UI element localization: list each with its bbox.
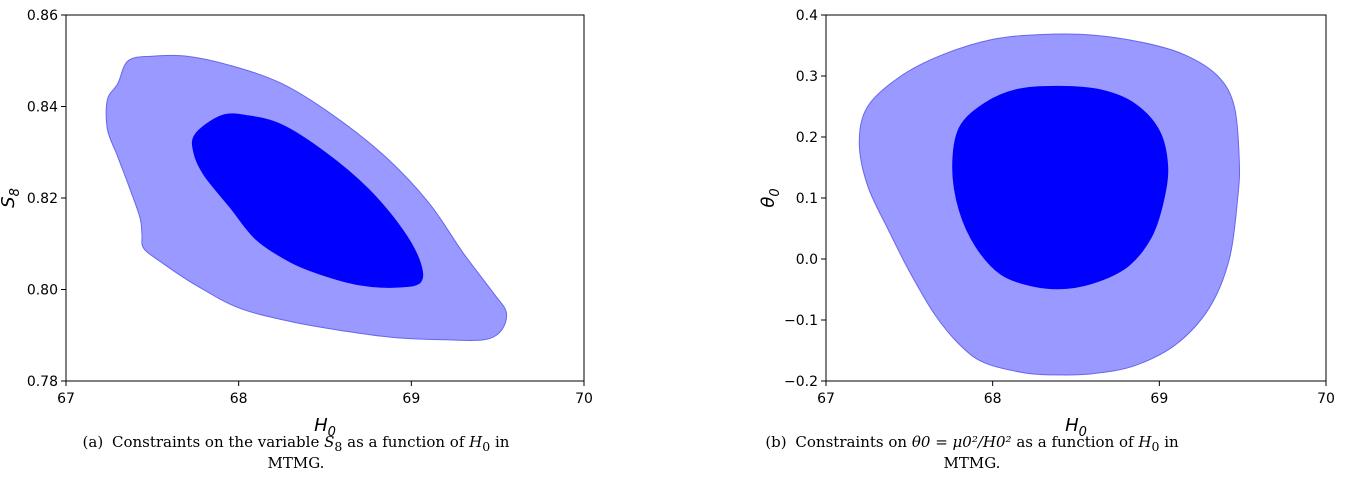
caption-text: as a function of	[1016, 433, 1134, 451]
chart-b: 67 68 69 70 −0.2 −0.1 0.0 0.1 0.2 0.3 0.4 H0 θ0	[758, 8, 1335, 440]
y-tick-label: 0.80	[27, 283, 58, 299]
axes-b: 67 68 69 70 −0.2 −0.1 0.0 0.1 0.2 0.3 0.4 H0 θ0	[758, 8, 1335, 440]
caption-text: MTMG.	[267, 454, 325, 472]
y-axis-label: S8	[0, 188, 23, 208]
caption-symbol-sub: 8	[334, 439, 343, 454]
x-axis-label: H0	[314, 415, 336, 440]
y-tick-label: 0.1	[796, 191, 818, 207]
x-tick-label: 67	[57, 391, 75, 407]
x-tick-label: 70	[575, 391, 593, 407]
x-tick-label: 68	[984, 391, 1002, 407]
y-tick-label: −0.2	[784, 374, 818, 390]
caption-text: Constraints on the variable	[111, 433, 320, 451]
y-axis-label: θ0	[758, 188, 783, 207]
caption-text: as a function of	[347, 433, 465, 451]
x-axis-label: H0	[1065, 415, 1087, 440]
caption-symbol-sub: 0	[482, 439, 491, 454]
y-tick-label: 0.0	[796, 252, 818, 268]
caption-text: in	[1164, 433, 1179, 451]
caption-b: (b) Constraints on θ0 = μ0²/H0² as a fun…	[752, 434, 1192, 472]
y-tick-label: 0.86	[27, 8, 58, 24]
caption-text: Constraints on	[795, 433, 908, 451]
plot-area-a	[105, 54, 508, 342]
y-tick-label: 0.82	[27, 191, 58, 207]
x-tick-label: 67	[817, 391, 835, 407]
axes-a: 67 68 69 70 0.78 0.80 0.82 0.84 0.86 H0 S8	[0, 8, 593, 440]
x-tick-label: 69	[1150, 391, 1168, 407]
chart-a: 67 68 69 70 0.78 0.80 0.82 0.84 0.86 H0 S8	[0, 8, 593, 440]
caption-a: (a) Constraints on the variable S8 as a …	[76, 434, 516, 472]
caption-formula: θ0 = μ0²/H0²	[911, 433, 1012, 451]
y-tick-label: 0.2	[796, 130, 818, 146]
x-tick-label: 70	[1317, 391, 1335, 407]
caption-tag: (b)	[765, 433, 787, 451]
x-tick-label: 68	[230, 391, 248, 407]
caption-symbol: H	[469, 433, 483, 451]
plot-area-b	[858, 33, 1241, 376]
caption-text: MTMG.	[943, 454, 1001, 472]
x-tick-label: 69	[402, 391, 420, 407]
caption-symbol: S	[324, 433, 335, 451]
y-tick-label: 0.78	[27, 374, 58, 390]
caption-text: in	[495, 433, 510, 451]
y-tick-label: 0.3	[796, 69, 818, 85]
y-tick-label: −0.1	[784, 313, 818, 329]
caption-symbol-sub: 0	[1151, 439, 1160, 454]
contour-inner-b	[952, 85, 1169, 290]
y-tick-label: 0.4	[796, 8, 818, 24]
caption-symbol: H	[1138, 433, 1152, 451]
contour-inner-a	[191, 113, 424, 288]
caption-tag: (a)	[82, 433, 104, 451]
y-tick-label: 0.84	[27, 100, 58, 116]
